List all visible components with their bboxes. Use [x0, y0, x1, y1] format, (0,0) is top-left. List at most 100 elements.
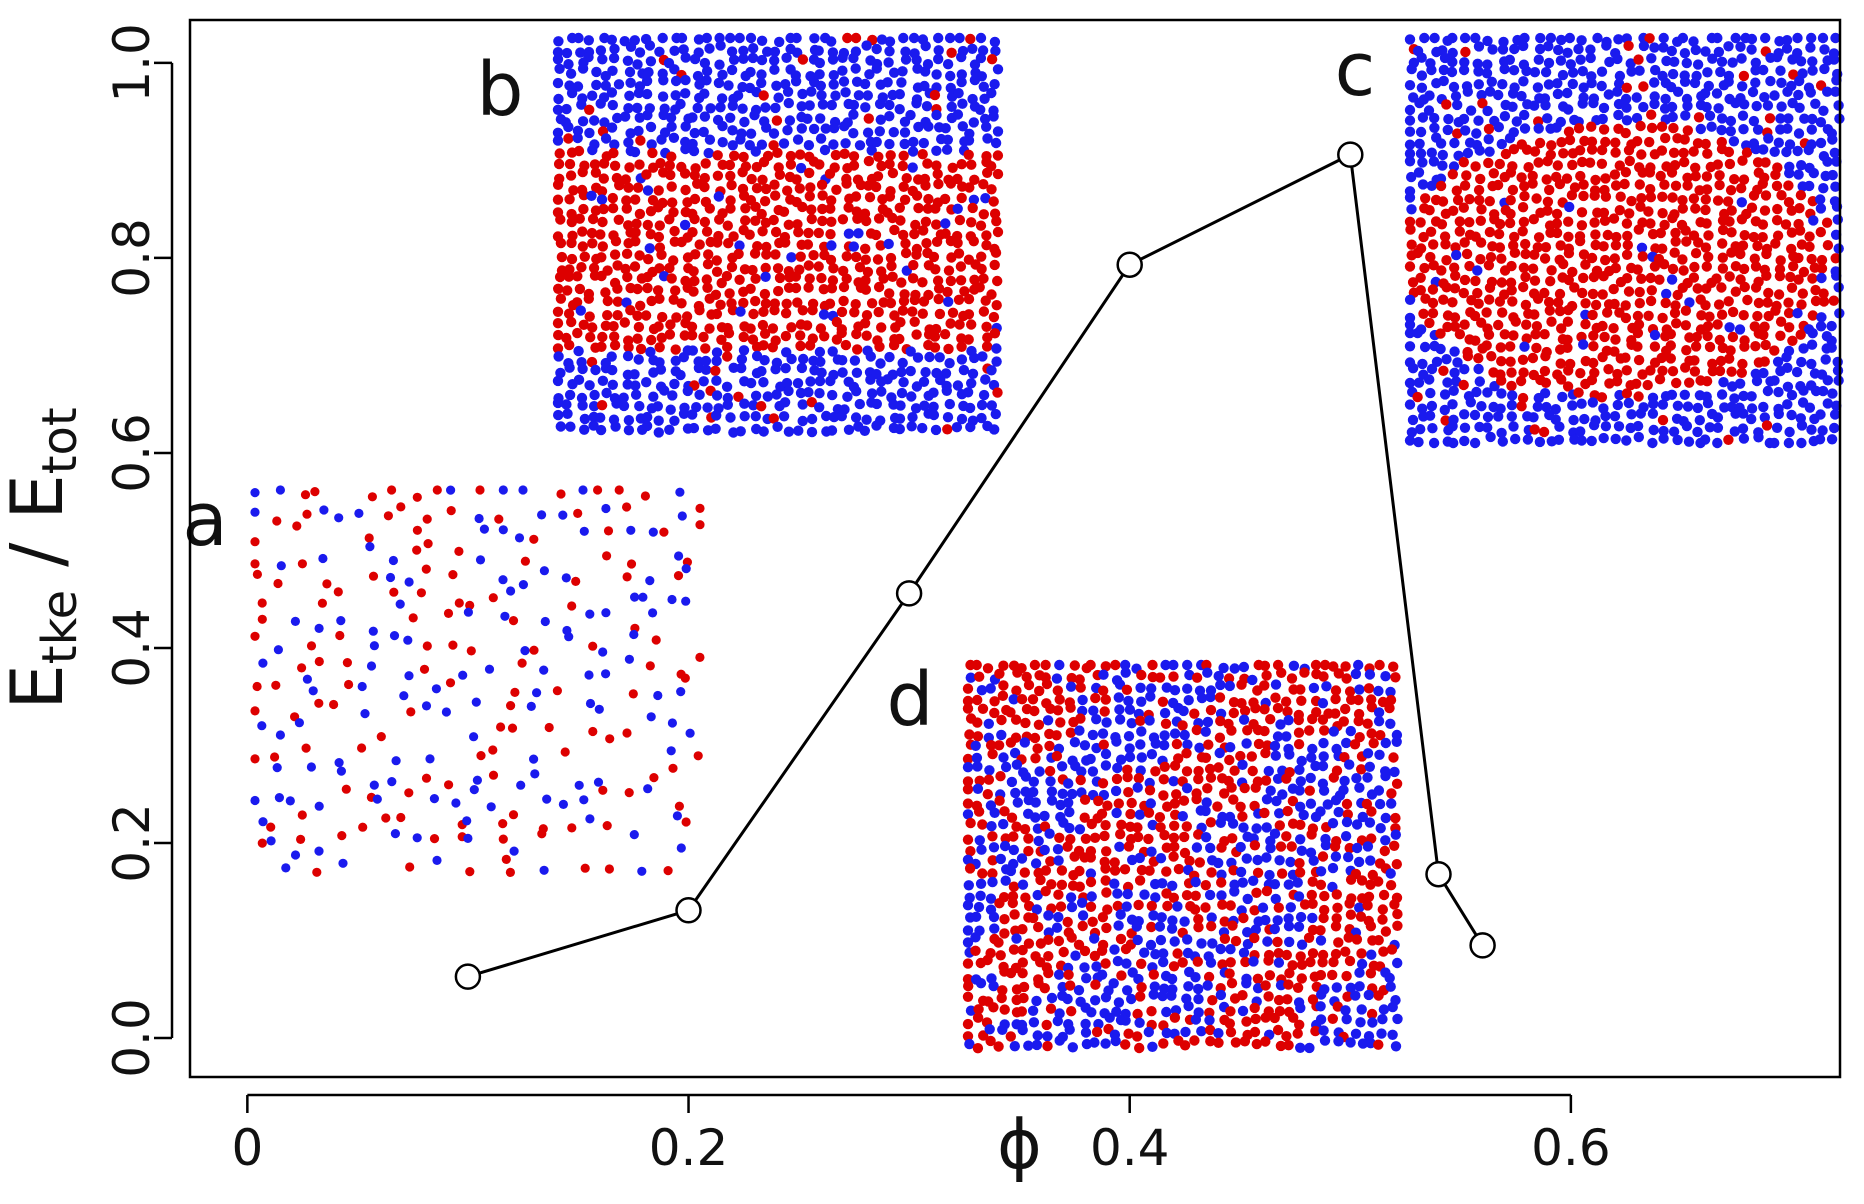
particle	[1699, 88, 1711, 99]
particle	[1293, 714, 1305, 726]
particle	[1228, 707, 1240, 719]
particle	[693, 751, 703, 761]
particle	[250, 631, 260, 641]
particle	[803, 140, 815, 151]
particle	[1609, 346, 1620, 357]
particle	[1649, 261, 1661, 272]
particle	[1147, 659, 1158, 671]
particle	[760, 262, 771, 274]
particle	[1241, 853, 1253, 864]
particle	[588, 641, 598, 651]
particle	[1100, 992, 1112, 1003]
particle	[761, 122, 772, 133]
particle	[889, 310, 900, 321]
particle	[793, 227, 804, 238]
particle	[1458, 287, 1470, 299]
particle	[1052, 1015, 1064, 1027]
particle	[1412, 391, 1423, 403]
particle	[645, 576, 655, 586]
particle	[1810, 284, 1821, 296]
particle	[942, 412, 954, 423]
particle	[474, 513, 484, 524]
particle	[552, 77, 564, 89]
particle	[803, 227, 814, 239]
particle	[1529, 309, 1540, 320]
y-tick-label: 0.4	[103, 608, 161, 688]
particle	[1497, 436, 1509, 447]
particle	[861, 330, 872, 341]
particle	[1315, 1001, 1326, 1012]
particle	[554, 271, 566, 283]
particle	[1668, 122, 1679, 134]
particle	[1134, 875, 1146, 886]
particle	[1449, 312, 1461, 323]
particle	[624, 66, 636, 78]
particle	[1204, 889, 1216, 901]
particle	[756, 35, 768, 46]
particle	[1588, 330, 1599, 341]
particle	[498, 575, 508, 585]
particle	[1459, 237, 1470, 248]
particle	[526, 701, 536, 712]
particle	[1214, 692, 1226, 703]
particle	[1096, 808, 1108, 819]
particle	[1384, 972, 1395, 984]
particle	[1781, 35, 1793, 46]
particle	[471, 697, 481, 707]
particle	[1646, 122, 1658, 134]
particle	[1576, 35, 1587, 46]
particle	[565, 68, 577, 79]
particle	[1483, 157, 1494, 169]
particle	[1483, 123, 1495, 135]
particle	[1690, 44, 1702, 56]
particle	[1532, 401, 1544, 412]
particle	[1074, 865, 1085, 877]
particle	[1102, 904, 1113, 915]
data-point	[1425, 860, 1452, 888]
particle	[577, 241, 588, 252]
particle	[1391, 859, 1403, 870]
particle	[962, 958, 974, 969]
particle	[1649, 329, 1661, 341]
particle	[1275, 719, 1286, 730]
particle	[562, 285, 573, 296]
particle	[1252, 854, 1263, 866]
particle	[815, 113, 826, 124]
particle	[945, 318, 956, 329]
particle	[587, 322, 598, 333]
particle	[1658, 259, 1670, 270]
particle	[1528, 214, 1540, 225]
particle	[1751, 375, 1763, 387]
particle	[1770, 305, 1781, 316]
particle	[1476, 204, 1487, 215]
particle	[1815, 409, 1826, 420]
particle	[1477, 98, 1488, 109]
particle	[578, 485, 588, 495]
particle	[634, 250, 645, 261]
particle	[694, 389, 705, 400]
particle	[1807, 113, 1818, 125]
particle	[1621, 82, 1633, 94]
particle	[572, 132, 583, 144]
particle	[970, 945, 981, 956]
particle	[947, 307, 959, 318]
particle	[1169, 1012, 1181, 1023]
particle	[1722, 196, 1734, 207]
particle	[1473, 184, 1485, 196]
particle	[959, 286, 970, 297]
particle	[469, 732, 479, 742]
particle	[488, 593, 498, 603]
particle	[1307, 876, 1318, 887]
particle	[1803, 144, 1814, 156]
particle	[1191, 672, 1203, 683]
particle	[989, 696, 1000, 707]
particle	[537, 510, 547, 520]
particle	[1269, 740, 1281, 752]
particle	[1053, 969, 1065, 980]
particle	[1413, 377, 1425, 388]
particle	[1100, 820, 1111, 831]
particle	[1543, 41, 1554, 52]
particle	[968, 236, 979, 247]
particle	[1590, 299, 1602, 311]
particle	[758, 377, 769, 388]
